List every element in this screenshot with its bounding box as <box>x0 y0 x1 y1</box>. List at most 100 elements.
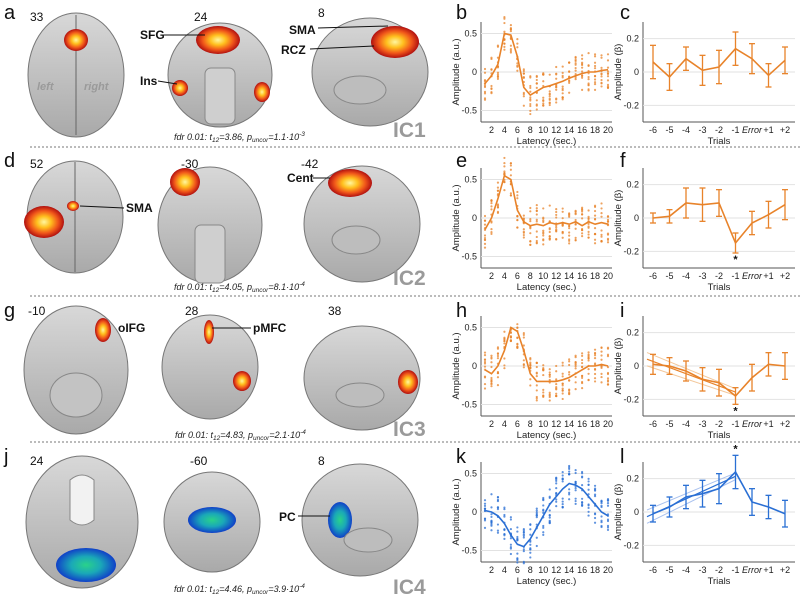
data-point <box>509 546 512 549</box>
data-point <box>600 56 603 59</box>
data-point <box>574 381 577 384</box>
significance-marker: * <box>733 443 738 455</box>
data-point <box>503 506 506 509</box>
x-tick-label: +1 <box>763 125 773 135</box>
data-point <box>490 208 493 211</box>
series-line <box>652 363 786 398</box>
data-point <box>581 475 584 478</box>
data-point <box>581 497 584 500</box>
data-point <box>587 488 590 491</box>
activation-blob <box>328 502 352 538</box>
x-axis-title: Trials <box>708 430 731 441</box>
data-point <box>561 224 564 227</box>
data-point <box>548 509 551 512</box>
data-point <box>542 373 545 377</box>
slice-number: 24 <box>30 454 44 468</box>
data-point <box>593 83 597 86</box>
data-point <box>516 226 519 229</box>
panel-letter: a <box>4 2 16 24</box>
data-point <box>490 84 493 88</box>
data-point <box>548 394 551 397</box>
data-point <box>593 352 597 355</box>
data-point <box>606 502 610 505</box>
data-point <box>496 352 500 355</box>
data-point <box>568 81 571 84</box>
data-point <box>490 515 493 519</box>
data-point <box>600 354 603 357</box>
activation-blob <box>172 80 188 96</box>
data-point <box>535 230 538 233</box>
data-point <box>548 514 551 517</box>
data-point <box>529 104 532 108</box>
y-axis-title: Amplitude (β) <box>613 44 624 101</box>
data-point <box>535 536 538 539</box>
x-tick-label: 8 <box>528 565 533 575</box>
data-point <box>593 55 597 58</box>
x-tick-label: -4 <box>682 125 690 135</box>
data-point <box>574 375 577 379</box>
data-point <box>516 552 519 555</box>
data-point <box>593 238 597 241</box>
x-tick-label: 16 <box>577 125 587 135</box>
x-tick-label: 10 <box>538 565 548 575</box>
data-point <box>522 366 525 369</box>
data-point <box>574 480 577 483</box>
data-point <box>555 478 558 481</box>
data-point <box>529 540 532 543</box>
data-point <box>516 215 519 218</box>
data-point <box>606 83 610 86</box>
row-ic4: j k l 24 -60 8 PC IC4 fdr 0.01: t12=4.46… <box>3 446 624 599</box>
data-point <box>483 71 487 74</box>
data-point <box>522 534 525 537</box>
region-label: SMA <box>289 23 316 37</box>
x-tick-label: 12 <box>551 271 561 281</box>
data-point <box>548 496 551 499</box>
data-point <box>593 367 597 371</box>
data-point <box>561 392 564 395</box>
data-point <box>581 57 584 60</box>
data-point <box>535 103 538 106</box>
data-point <box>509 164 512 167</box>
data-point <box>593 88 597 91</box>
y-tick-label: 0.5 <box>464 323 477 333</box>
data-point <box>483 526 487 530</box>
data-point <box>606 86 610 89</box>
data-point <box>535 86 538 89</box>
data-point <box>542 104 545 107</box>
data-point <box>581 229 584 232</box>
data-point <box>548 391 551 394</box>
data-point <box>587 483 590 486</box>
data-point <box>542 526 545 529</box>
data-point <box>542 524 545 528</box>
data-point <box>587 82 590 85</box>
y-tick-label: -0.2 <box>623 246 639 256</box>
data-point <box>483 67 487 71</box>
panel-letter: g <box>4 300 15 322</box>
data-point <box>529 243 532 246</box>
data-point <box>574 468 577 472</box>
chart-panel-b: 0.5 0 -0.5 Latency (sec.) Amplitude (a.u.) 2 4… <box>451 16 613 147</box>
data-point <box>529 523 532 527</box>
data-point <box>535 108 538 111</box>
data-point <box>568 231 571 234</box>
data-point <box>535 515 538 519</box>
x-tick-label: 12 <box>551 419 561 429</box>
x-axis-title: Trials <box>708 282 731 293</box>
brain-sagittal <box>301 463 419 577</box>
x-tick-label: -1 <box>731 419 739 429</box>
data-point <box>600 239 603 243</box>
data-point <box>568 388 571 391</box>
data-point <box>542 216 545 219</box>
data-point <box>496 508 500 511</box>
series-line <box>484 32 609 97</box>
data-point <box>542 220 545 224</box>
data-point <box>509 518 512 521</box>
data-point <box>542 102 545 105</box>
data-point <box>535 82 538 85</box>
data-point <box>522 95 525 98</box>
region-label: Cent <box>287 171 314 185</box>
data-point <box>574 210 577 213</box>
series-line <box>484 326 609 383</box>
x-tick-label: 18 <box>590 419 600 429</box>
